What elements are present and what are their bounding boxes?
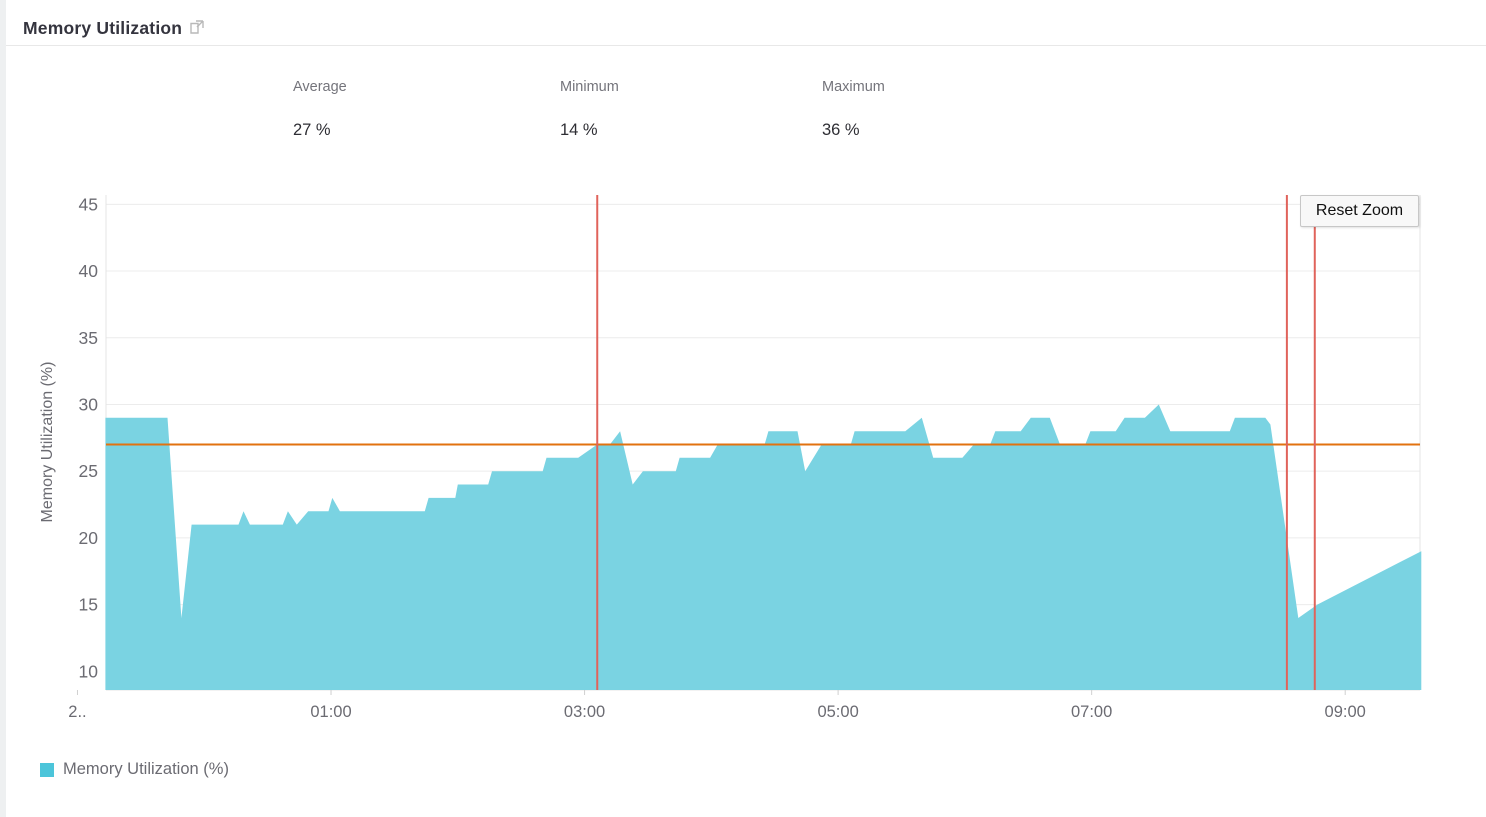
stat-minimum-value: 14 %	[560, 121, 598, 139]
legend-label: Memory Utilization (%)	[63, 760, 229, 778]
page-title: Memory Utilization	[23, 18, 183, 38]
stat-maximum-label: Maximum	[822, 79, 885, 95]
svg-text:35: 35	[79, 328, 98, 348]
stat-maximum-value: 36 %	[822, 121, 860, 139]
svg-text:40: 40	[79, 261, 99, 281]
external-link-icon[interactable]	[190, 20, 204, 34]
svg-text:30: 30	[79, 394, 99, 414]
header-divider	[6, 45, 1486, 46]
legend-item-memory-utilization[interactable]: Memory Utilization (%)	[40, 760, 229, 779]
svg-text:09:00: 09:00	[1325, 703, 1366, 721]
svg-text:25: 25	[79, 461, 98, 481]
svg-text:07:00: 07:00	[1071, 703, 1112, 721]
stat-average-value: 27 %	[293, 121, 331, 139]
svg-text:20: 20	[79, 528, 99, 548]
svg-text:05:00: 05:00	[817, 703, 858, 721]
panel-left-edge	[0, 0, 6, 817]
svg-text:01:00: 01:00	[310, 703, 351, 721]
svg-text:15: 15	[79, 595, 98, 615]
stat-minimum-label: Minimum	[560, 79, 619, 95]
svg-text:03:00: 03:00	[564, 703, 605, 721]
stat-average-label: Average	[293, 79, 347, 95]
svg-text:45: 45	[79, 194, 98, 214]
svg-text:10: 10	[79, 661, 99, 681]
reset-zoom-button[interactable]: Reset Zoom	[1300, 195, 1419, 227]
svg-text:2..: 2..	[68, 703, 86, 721]
legend-swatch-icon	[40, 762, 54, 777]
y-axis-title: Memory Utilization (%)	[39, 361, 56, 523]
